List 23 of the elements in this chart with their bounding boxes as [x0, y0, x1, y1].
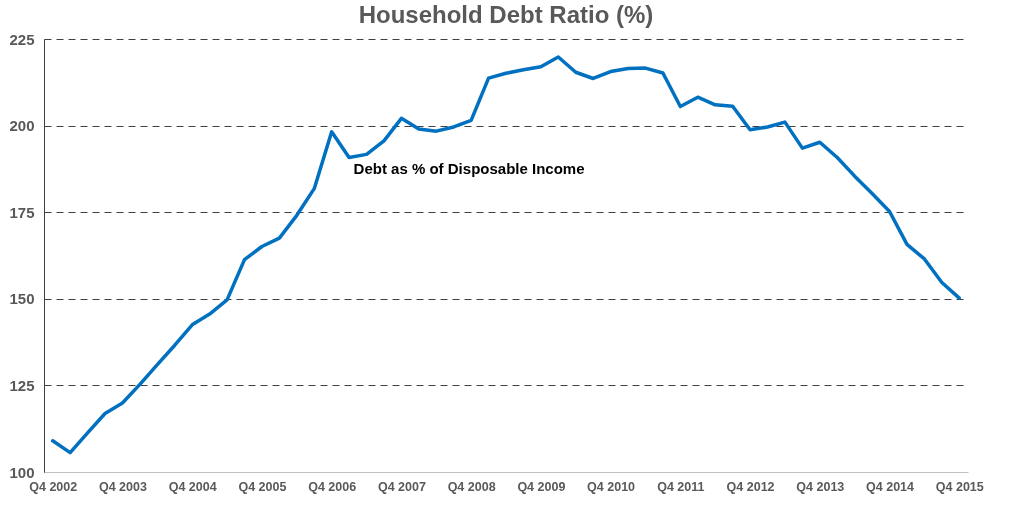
x-tick-label: Q4 2007: [377, 479, 426, 494]
y-tick-label: 225: [9, 30, 35, 48]
x-tick-label: Q4 2015: [935, 479, 984, 494]
y-tick-label: 175: [9, 203, 35, 221]
y-tick-label: 150: [9, 290, 35, 308]
x-tick-label: Q4 2011: [657, 479, 705, 494]
x-tick-label: Q4 2005: [238, 479, 287, 494]
x-tick-label: Q4 2008: [447, 479, 496, 494]
x-tick-label: Q4 2010: [587, 479, 636, 494]
line-series: [50, 55, 962, 455]
x-tick-label: Q4 2002: [29, 479, 78, 494]
chart-title: Household Debt Ratio (%): [358, 1, 654, 28]
y-tick-label: 125: [9, 376, 35, 394]
x-tick-label: Q4 2003: [98, 479, 147, 494]
y-tick-label: 100: [9, 463, 35, 481]
y-tick-label: 200: [9, 117, 35, 135]
x-tick-label: Q4 2012: [726, 479, 775, 494]
annotation: Debt as % of Disposable Income: [353, 159, 585, 177]
x-tick-label: Q4 2014: [866, 479, 915, 494]
x-tick-label: Q4 2004: [168, 479, 217, 494]
x-tick-label: Q4 2006: [308, 479, 357, 494]
x-tick-label: Q4 2013: [796, 479, 845, 494]
x-tick-label: Q4 2009: [517, 479, 566, 494]
